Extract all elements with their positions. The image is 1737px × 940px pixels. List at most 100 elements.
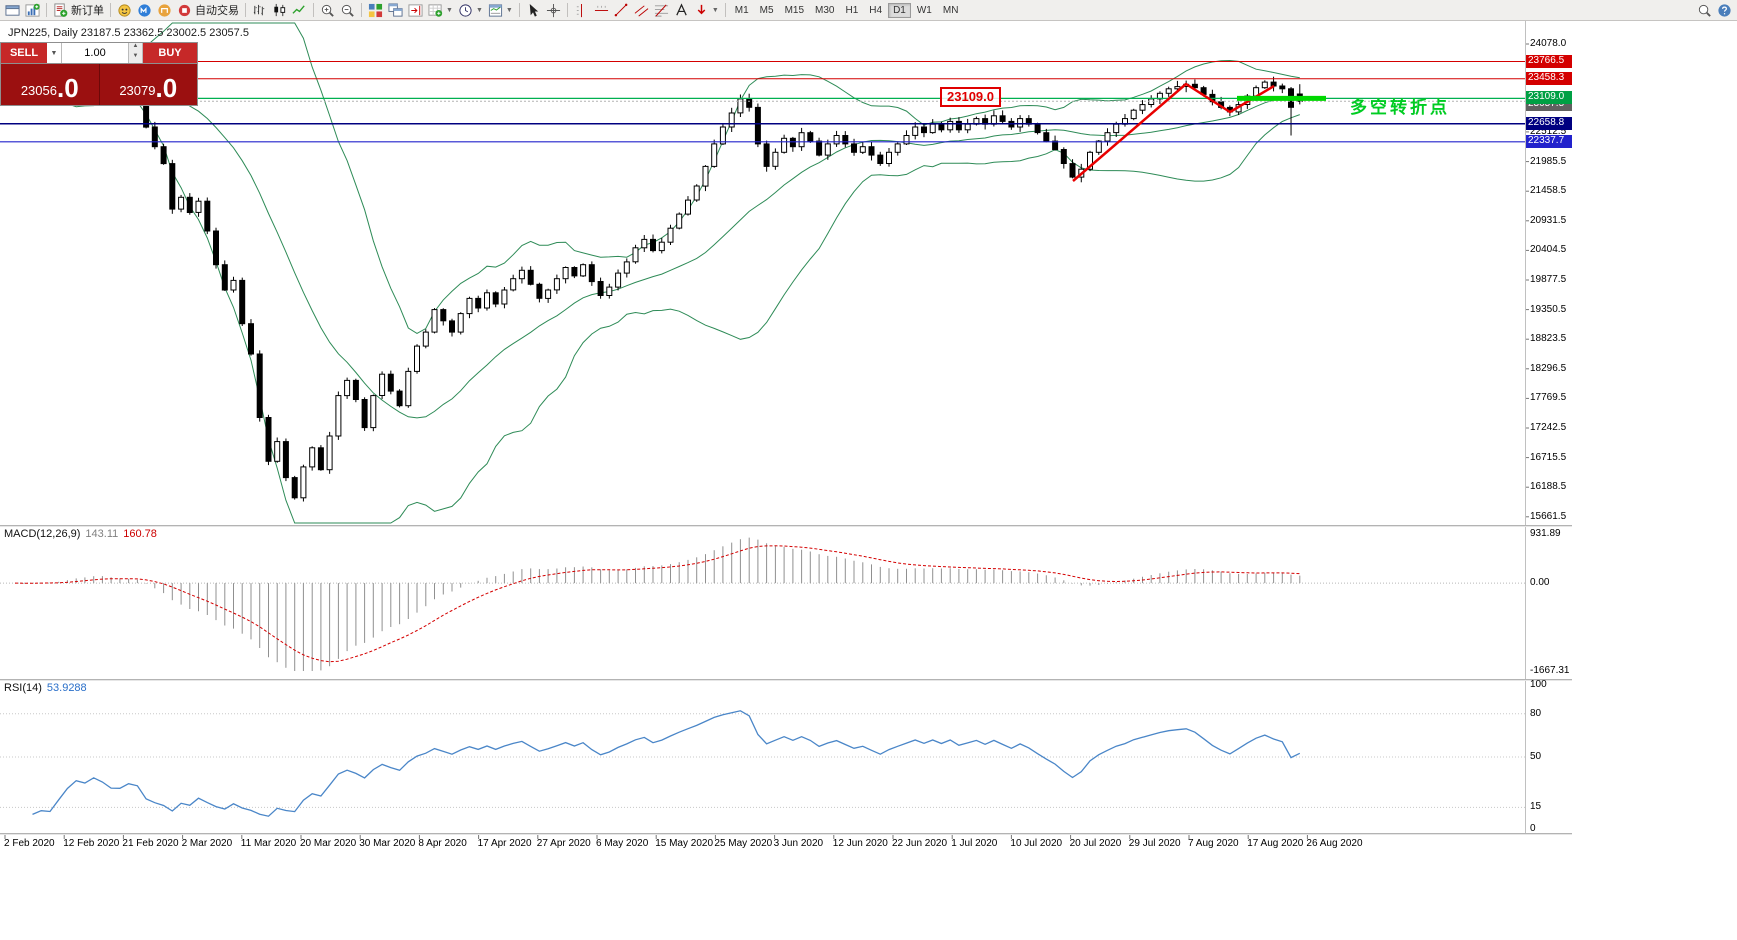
timeframe-m5-button[interactable]: M5 (759, 4, 774, 16)
candlestick-mode-icon[interactable] (270, 1, 289, 19)
line-chart-mode-icon[interactable] (290, 1, 309, 19)
vertical-line-icon[interactable] (572, 1, 591, 19)
timeframe-m15-button[interactable]: M15 (784, 4, 805, 16)
volume-dropdown-icon[interactable]: ▼ (47, 43, 62, 63)
macd-signal-value: 160.78 (123, 528, 157, 540)
indicators-list-icon[interactable]: ▼ (486, 1, 515, 19)
level-price-badge: 22658.8 (1526, 116, 1572, 130)
sell-button[interactable]: SELL (1, 43, 47, 63)
volume-input[interactable] (62, 43, 128, 63)
rsi-date-separator[interactable] (0, 833, 1572, 835)
buy-price-button[interactable]: 23079.0 (98, 64, 197, 105)
macd-rsi-separator[interactable] (0, 679, 1572, 681)
equidistant-channel-icon[interactable] (632, 1, 651, 19)
chevron-down-icon[interactable]: ▼ (505, 6, 513, 14)
date-axis[interactable]: 2 Feb 2020 12 Feb 2020 21 Feb 2020 2 Mar 20… (0, 834, 1572, 854)
macd-axis-label: -1667.31 (1530, 665, 1570, 676)
date-tick-label: 12 Jun 2020 (832, 838, 888, 849)
timeframe-m1-button[interactable]: M1 (734, 4, 749, 16)
timeframe-d1-button[interactable]: D1 (888, 2, 911, 18)
new-chart-icon (25, 3, 40, 18)
zoom-out-icon[interactable] (338, 1, 357, 19)
bar-chart-mode-icon (252, 3, 267, 18)
level-price-badge: 23458.3 (1526, 71, 1572, 85)
mql5-community-icon (137, 3, 152, 18)
periods-clock-icon (458, 3, 473, 18)
cn-annotation-text[interactable]: 多空转折点 (1350, 98, 1450, 117)
search-icon[interactable] (1695, 1, 1714, 19)
periods-clock-icon[interactable]: ▼ (456, 1, 485, 19)
macd-axis-label: 0.00 (1530, 577, 1550, 589)
chart-window-icon[interactable] (3, 1, 22, 19)
line-chart-mode-icon (292, 3, 307, 18)
fibonacci-icon[interactable] (652, 1, 671, 19)
cascade-windows-icon (388, 2, 403, 18)
new-order-grid-icon (428, 3, 443, 18)
cascade-windows-icon[interactable] (386, 1, 405, 19)
text-label-icon[interactable] (672, 1, 691, 19)
chart-shift-icon[interactable] (406, 1, 425, 19)
timeframe-h4-button[interactable]: H4 (869, 4, 883, 16)
market-icon[interactable] (155, 1, 174, 19)
chart-plot-area[interactable] (0, 21, 1572, 853)
mql5-community-icon[interactable] (135, 1, 154, 19)
trade-panel-prices: 23056.0 23079.0 (1, 64, 197, 105)
zoom-in-icon[interactable] (318, 1, 337, 19)
date-tick-label: 10 Jul 2020 (1010, 838, 1063, 849)
chevron-down-icon[interactable]: ▼ (475, 6, 483, 14)
chevron-down-icon[interactable]: ▼ (446, 6, 453, 14)
new-order-button[interactable]: 新订单 (51, 1, 106, 19)
arrow-objects-icon (694, 3, 709, 18)
price-tick-label: 17769.5 (1530, 392, 1567, 404)
sell-price-button[interactable]: 23056.0 (1, 64, 99, 105)
date-tick-label: 1 Jul 2020 (951, 838, 998, 849)
autotrading-button[interactable]: 自动交易 (175, 1, 241, 19)
horizontal-line-icon[interactable] (592, 1, 611, 19)
main-macd-separator[interactable] (0, 525, 1572, 527)
timeframe-m30-button[interactable]: M30 (815, 4, 835, 16)
price-axis[interactable]: 24078.0 22512.5 21985.5 21458.5 20931.5 20404… (1525, 21, 1585, 833)
trendline-icon[interactable] (612, 1, 631, 19)
price-tick-label: 18296.5 (1530, 362, 1567, 374)
new-order-button-label: 新订单 (71, 5, 104, 17)
new-chart-icon[interactable] (23, 1, 42, 19)
buy-button[interactable]: BUY (143, 43, 197, 63)
tile-windows-icon[interactable] (366, 1, 385, 19)
expert-advisors-icon[interactable] (115, 1, 134, 19)
macd-axis-label: 931.89 (1530, 528, 1561, 539)
rsi-name: RSI(14) (4, 682, 42, 694)
date-tick-label: 22 Jun 2020 (892, 838, 948, 849)
date-tick-label: 20 Mar 2020 (300, 838, 357, 849)
horizontal-line-icon (594, 3, 609, 18)
candlestick-mode-icon (272, 3, 287, 18)
date-tick-label: 6 May 2020 (596, 838, 649, 849)
cursor-icon[interactable] (524, 1, 543, 19)
rsi-axis-label: 0 (1530, 823, 1536, 834)
timeframe-w1-button[interactable]: W1 (916, 4, 932, 16)
one-click-trade-panel: SELL ▼ ▲▼ BUY 23056.0 23079.0 (0, 42, 198, 106)
price-annotation-box[interactable]: 23109.0 (940, 87, 1001, 107)
bar-chart-mode-icon[interactable] (250, 1, 269, 19)
buy-price-frac: .0 (155, 73, 178, 103)
text-label-icon (674, 2, 689, 18)
main-toolbar: 新订单 自动交易 ▼ ▼ ▼ ▼ M1 M5 M15 M30 H1 H4 D1 W1 MN (0, 0, 1737, 21)
price-tick-label: 15661.5 (1530, 510, 1567, 522)
chevron-down-icon[interactable]: ▼ (711, 6, 719, 14)
arrow-objects-icon[interactable]: ▼ (692, 1, 721, 19)
help-icon[interactable] (1715, 1, 1734, 19)
level-price-badge: 23766.5 (1526, 54, 1572, 68)
chart-window: JPN225, Daily 23187.5 23362.5 23002.5 23… (0, 21, 1737, 940)
crosshair-icon[interactable] (544, 1, 563, 19)
timeframe-h1-button[interactable]: H1 (845, 4, 859, 16)
price-tick-label: 21458.5 (1530, 185, 1567, 197)
date-tick-label: 29 Jul 2020 (1128, 838, 1181, 849)
level-price-badge: 23109.0 (1526, 91, 1572, 105)
volume-stepper[interactable]: ▲ ▼ (128, 43, 143, 63)
volume-down-icon[interactable]: ▼ (129, 53, 142, 63)
volume-up-icon[interactable]: ▲ (129, 43, 142, 53)
new-order-grid-icon[interactable]: ▼ (426, 1, 455, 19)
timeframe-mn-button[interactable]: MN (942, 4, 959, 16)
date-tick-label: 2 Mar 2020 (181, 838, 233, 849)
sell-price-main: 23056 (20, 82, 57, 98)
date-tick-label: 20 Jul 2020 (1069, 838, 1122, 849)
